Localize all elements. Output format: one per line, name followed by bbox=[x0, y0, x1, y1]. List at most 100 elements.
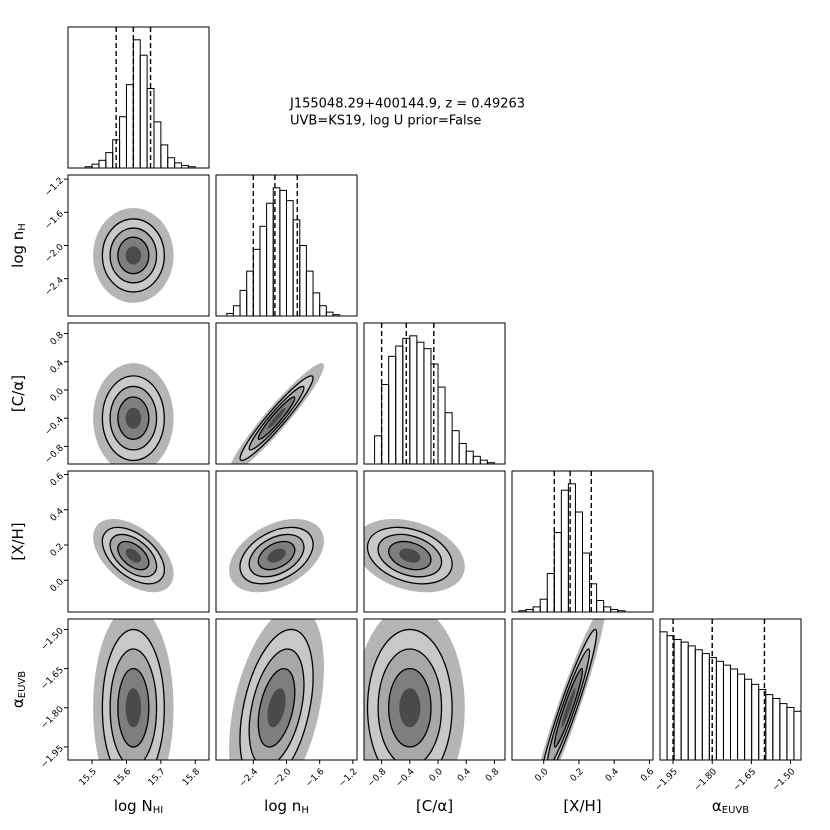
hist-bin bbox=[423, 348, 432, 464]
hist-bin bbox=[292, 219, 301, 316]
y-tick-label: 0.4 bbox=[49, 506, 66, 523]
panel bbox=[660, 619, 801, 760]
contour bbox=[399, 548, 421, 563]
hist-bin bbox=[465, 450, 474, 464]
x-tick-label: −1.2 bbox=[337, 767, 360, 790]
contour bbox=[125, 407, 142, 429]
contour bbox=[125, 548, 142, 563]
label-text: [C/α] bbox=[416, 797, 453, 815]
hist-bin bbox=[539, 598, 548, 612]
label-text: [X/H] bbox=[563, 797, 601, 815]
hist-bin bbox=[567, 483, 576, 612]
panel-frame bbox=[67, 470, 210, 613]
hist-bin bbox=[430, 363, 439, 464]
x-axis-label: [C/α] bbox=[416, 797, 453, 815]
x-axis-label: log NHI bbox=[114, 797, 163, 817]
contour bbox=[267, 548, 286, 563]
panel bbox=[84, 27, 196, 168]
hist-bin bbox=[325, 311, 334, 316]
y-tick-label: −1.50 bbox=[39, 626, 66, 653]
panel bbox=[93, 363, 174, 464]
hist-bin bbox=[105, 152, 114, 168]
y-tick-label: −2.0 bbox=[43, 242, 66, 265]
hist-bin bbox=[596, 599, 605, 612]
x-tick-label: −1.65 bbox=[732, 767, 759, 794]
title-line: J155048.29+400144.9, z = 0.49263 bbox=[289, 97, 525, 112]
hist-bin bbox=[252, 248, 261, 316]
hist-bin bbox=[673, 639, 682, 760]
hist-bin bbox=[381, 384, 390, 464]
label-text: log n bbox=[264, 797, 301, 815]
hist-bin bbox=[589, 583, 598, 612]
hist-bin bbox=[574, 511, 584, 612]
y-tick-label: 0.0 bbox=[49, 387, 66, 404]
x-tick-label: −0.8 bbox=[366, 767, 389, 790]
panel bbox=[93, 518, 174, 593]
hist-bin bbox=[279, 189, 288, 316]
y-tick-label: 0.2 bbox=[49, 542, 66, 559]
contour bbox=[399, 688, 421, 728]
hist-bin bbox=[139, 54, 148, 168]
contour bbox=[561, 688, 576, 728]
panel-frame bbox=[363, 470, 506, 613]
panel bbox=[374, 323, 495, 464]
contour bbox=[125, 246, 142, 265]
hist-bin bbox=[701, 653, 710, 760]
hist-bin bbox=[416, 341, 425, 464]
panel-frame bbox=[511, 618, 654, 761]
hist-bin bbox=[374, 435, 383, 464]
hist-bin bbox=[259, 225, 268, 316]
hist-bin bbox=[299, 245, 307, 316]
panel bbox=[229, 518, 324, 593]
y-tick-label: −1.65 bbox=[39, 665, 66, 692]
panel bbox=[229, 619, 324, 760]
hist-bin bbox=[680, 641, 689, 760]
hist-bin bbox=[232, 305, 241, 316]
y-tick-label: 0.8 bbox=[49, 330, 66, 347]
hist-bin bbox=[98, 159, 107, 168]
hist-bin bbox=[132, 39, 141, 168]
x-tick-label: −2.0 bbox=[271, 767, 294, 790]
x-tick-label: 0.0 bbox=[428, 767, 445, 784]
hist-bin bbox=[772, 697, 781, 760]
panel-frame bbox=[215, 470, 358, 613]
label-sub: EUVB bbox=[722, 805, 749, 816]
x-axis-label: [X/H] bbox=[563, 797, 601, 815]
label-text: α bbox=[9, 698, 27, 708]
panel bbox=[229, 363, 324, 464]
hist-bin bbox=[395, 345, 404, 464]
hist-bin bbox=[153, 121, 162, 168]
x-tick-label: 0.0 bbox=[533, 767, 550, 784]
hist-bin bbox=[312, 292, 321, 316]
y-tick-label: −1.80 bbox=[39, 704, 66, 731]
hist-bin bbox=[187, 166, 196, 168]
y-tick-label: −1.6 bbox=[43, 209, 66, 232]
x-axis-label: αEUVB bbox=[712, 797, 749, 817]
hist-bin bbox=[582, 552, 591, 612]
hist-bin bbox=[246, 270, 254, 316]
hist-bin bbox=[239, 289, 248, 316]
y-tick-label: 0.4 bbox=[49, 358, 66, 375]
y-tick-label: −0.8 bbox=[43, 443, 66, 466]
label-text: [C/α] bbox=[9, 375, 27, 412]
hist-bin bbox=[532, 606, 541, 612]
x-tick-label: 0.2 bbox=[569, 767, 586, 784]
hist-bin bbox=[730, 668, 739, 760]
label-text: log n bbox=[9, 231, 27, 268]
hist-bin bbox=[286, 200, 294, 316]
x-tick-label: 15.5 bbox=[78, 767, 99, 788]
label-sub: EUVB bbox=[17, 671, 28, 698]
y-axis-label: αEUVB bbox=[9, 671, 29, 708]
hist-bin bbox=[553, 532, 562, 612]
panel bbox=[226, 175, 341, 316]
panel-frame bbox=[363, 322, 506, 465]
hist-bin bbox=[617, 610, 626, 612]
panel-frame bbox=[659, 618, 802, 761]
x-tick-label: 0.8 bbox=[484, 767, 501, 784]
hist-bin bbox=[444, 412, 453, 464]
panel bbox=[531, 619, 606, 760]
hist-bin bbox=[779, 703, 788, 760]
hist-bin bbox=[793, 710, 801, 760]
panel bbox=[93, 208, 174, 303]
panel-frame bbox=[511, 470, 654, 613]
